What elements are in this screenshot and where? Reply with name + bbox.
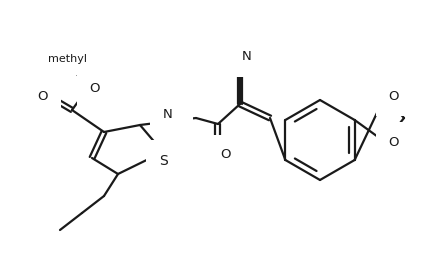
Text: N: N [163, 107, 173, 120]
Text: N: N [242, 51, 252, 64]
Text: O: O [90, 83, 100, 96]
Text: O: O [221, 149, 231, 162]
Text: methyl: methyl [48, 54, 87, 64]
Text: O: O [38, 90, 48, 103]
Text: H: H [171, 102, 181, 115]
Text: O: O [389, 135, 399, 149]
Text: O: O [389, 89, 399, 103]
Text: S: S [160, 154, 168, 168]
